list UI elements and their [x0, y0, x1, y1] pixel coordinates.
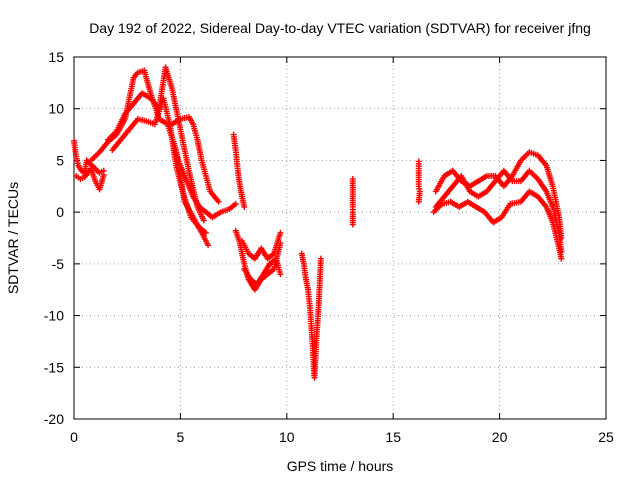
x-axis-label: GPS time / hours: [287, 458, 394, 474]
y-tick-label: -15: [44, 359, 64, 375]
y-tick-label: -20: [44, 411, 64, 427]
data-point: [349, 221, 356, 228]
data-point: [100, 171, 107, 178]
y-tick-label: 0: [56, 204, 64, 220]
data-point: [558, 255, 565, 262]
data-point: [241, 203, 248, 210]
x-tick-label: 20: [492, 429, 508, 445]
data-point: [232, 200, 239, 207]
x-tick-labels: 0 5 10 15 20 25: [70, 429, 614, 445]
y-tick-label: 5: [56, 152, 64, 168]
x-tick-label: 15: [385, 429, 401, 445]
data-point: [200, 217, 207, 224]
y-tick-label: -5: [52, 256, 65, 272]
data-points: [71, 64, 565, 381]
y-axis-label: SDTVAR / TECUs: [5, 182, 21, 294]
y-tick-label: 10: [48, 101, 64, 117]
data-point: [277, 271, 284, 278]
x-tick-label: 25: [598, 429, 614, 445]
x-tick-label: 10: [279, 429, 295, 445]
y-tick-labels: -20 -15 -10 -5 0 5 10 15: [44, 49, 64, 427]
plot-frame: [73, 56, 607, 420]
data-point: [277, 229, 284, 236]
x-tick-label: 5: [177, 429, 185, 445]
y-tick-label: -10: [44, 308, 64, 324]
data-point: [415, 198, 422, 205]
data-point: [205, 242, 212, 249]
x-tick-label: 0: [70, 429, 78, 445]
y-tick-label: 15: [48, 49, 64, 65]
grid-lines: [74, 57, 606, 419]
data-point: [317, 255, 324, 262]
data-point: [215, 198, 222, 205]
data-point: [202, 229, 209, 236]
axis-ticks: [73, 56, 607, 420]
chart-title: Day 192 of 2022, Sidereal Day-to-day VTE…: [89, 20, 591, 36]
